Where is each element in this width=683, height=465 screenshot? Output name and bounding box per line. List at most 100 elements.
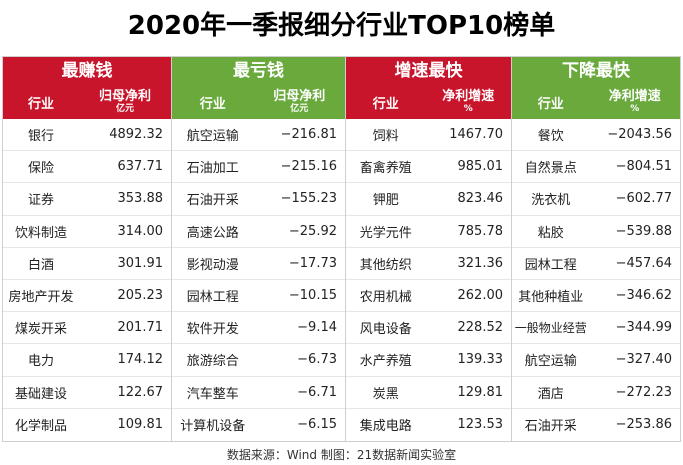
value-cell: −804.51	[615, 159, 672, 175]
col-industry-header: 行业	[372, 96, 399, 112]
industry-cell: 软件开发	[186, 322, 239, 338]
industry-cell: 证券	[27, 193, 54, 209]
table-row: 石油加工 −215.16	[172, 151, 345, 184]
table-row: 粘胶 −539.88	[512, 216, 680, 248]
value-cell: −6.71	[297, 384, 337, 400]
value-cell: 123.53	[457, 417, 504, 433]
value-cell: 785.78	[457, 223, 504, 239]
table-row: 洗衣机 −602.77	[512, 183, 680, 216]
value-cell: −17.73	[288, 255, 337, 271]
value-cell: −216.81	[280, 127, 337, 143]
value-cell: 301.91	[117, 255, 164, 271]
table-row: 影视动漫 −17.73	[172, 248, 345, 280]
industry-cell: 计算机设备	[180, 419, 246, 435]
table-row: 一般物业经营 −344.99	[512, 312, 680, 345]
table-row: 煤炭开采 201.71	[3, 312, 171, 345]
table-body: 航空运输 −216.81 石油加工 −215.16 石油开采 −155.23 高速公路 −25…	[172, 119, 345, 441]
industry-cell: 房地产开发	[8, 290, 74, 306]
section-header: 最亏钱	[172, 57, 345, 85]
industry-cell: 洗衣机	[531, 193, 571, 209]
table-row: 饲料 1467.70	[346, 119, 511, 152]
column-headers: 行业 净利增速 %	[512, 85, 680, 119]
table-row: 水产养殖 139.33	[346, 344, 511, 377]
col-unit-label: 亿元	[290, 103, 309, 114]
value-cell: 823.46	[457, 191, 504, 207]
table-row: 钾肥 823.46	[346, 183, 511, 216]
section-header: 最赚钱	[3, 57, 171, 85]
value-cell: −6.15	[297, 417, 337, 433]
col-industry-header: 行业	[199, 96, 226, 112]
industry-cell: 石油加工	[186, 161, 239, 177]
value-cell: −327.40	[615, 352, 672, 368]
table-row: 房地产开发 205.23	[3, 280, 171, 313]
table-row: 畜禽养殖 985.01	[346, 151, 511, 184]
col-metric-label: 归母净利	[273, 88, 326, 104]
table-body: 饲料 1467.70 畜禽养殖 985.01 钾肥 823.46 光学元件 785.78 其他纺…	[346, 119, 511, 441]
col-unit-label: 亿元	[115, 103, 134, 114]
table-row: 集成电路 123.53	[346, 409, 511, 441]
section-fastest-decline: 下降最快 行业 净利增速 % 餐饮 −2043.56 自然景点 −804.51 洗衣机 −…	[511, 57, 680, 441]
table-row: 炭黑 129.81	[346, 377, 511, 409]
industry-cell: 其他种植业	[518, 290, 584, 306]
value-cell: −215.16	[280, 159, 337, 175]
value-cell: −25.92	[288, 223, 337, 239]
table-row: 园林工程 −10.15	[172, 280, 345, 313]
industry-cell: 炭黑	[372, 386, 399, 402]
industry-cell: 餐饮	[537, 129, 564, 145]
value-cell: −272.23	[615, 384, 672, 400]
col-metric-header: 归母净利 亿元	[79, 85, 171, 119]
industry-cell: 旅游综合	[186, 354, 239, 370]
industry-cell: 自然景点	[524, 161, 577, 177]
industry-cell: 畜禽养殖	[359, 161, 412, 177]
industry-cell: 一般物业经营	[514, 320, 587, 335]
table-row: 石油开采 −155.23	[172, 183, 345, 216]
value-cell: −155.23	[280, 191, 337, 207]
industry-cell: 酒店	[537, 386, 564, 402]
value-cell: −10.15	[288, 288, 337, 304]
value-cell: −9.14	[297, 320, 337, 336]
section-fastest-growth: 增速最快 行业 净利增速 % 饲料 1467.70 畜禽养殖 985.01 钾肥 823.…	[345, 57, 511, 441]
table-row: 自然景点 −804.51	[512, 151, 680, 184]
table-row: 银行 4892.32	[3, 119, 171, 152]
section-most-loss: 最亏钱 行业 归母净利 亿元 航空运输 −216.81 石油加工 −215.16 石油开…	[171, 57, 345, 441]
col-unit-label: %	[630, 103, 640, 114]
col-industry-header: 行业	[27, 96, 54, 112]
table-row: 酒店 −272.23	[512, 377, 680, 409]
industry-cell: 高速公路	[186, 225, 239, 241]
value-cell: −253.86	[615, 417, 672, 433]
industry-cell: 光学元件	[359, 225, 412, 241]
table-row: 风电设备 228.52	[346, 312, 511, 345]
industry-cell: 石油开采	[524, 419, 577, 435]
industry-cell: 钾肥	[372, 193, 399, 209]
column-headers: 行业 归母净利 亿元	[3, 85, 171, 119]
industry-cell: 煤炭开采	[14, 322, 67, 338]
industry-cell: 航空运输	[186, 129, 239, 145]
table-row: 化学制品 109.81	[3, 409, 171, 441]
industry-cell: 饲料	[372, 129, 399, 145]
industry-cell: 保险	[27, 161, 54, 177]
industry-cell: 农用机械	[359, 290, 412, 306]
col-metric-header: 净利增速 %	[426, 85, 511, 119]
industry-cell: 集成电路	[359, 419, 412, 435]
value-cell: −6.73	[297, 352, 337, 368]
page-title: 2020年一季报细分行业TOP10榜单	[127, 11, 556, 41]
table-row: 计算机设备 −6.15	[172, 409, 345, 441]
industry-cell: 电力	[27, 354, 54, 370]
table-row: 园林工程 −457.64	[512, 248, 680, 280]
industry-cell: 基础建设	[14, 386, 67, 402]
table-row: 石油开采 −253.86	[512, 409, 680, 441]
col-metric-label: 净利增速	[608, 88, 661, 104]
table-row: 白酒 301.91	[3, 248, 171, 280]
table-row: 其他纺织 321.36	[346, 248, 511, 280]
table-row: 餐饮 −2043.56	[512, 119, 680, 152]
value-cell: 139.33	[457, 352, 504, 368]
column-headers: 行业 净利增速 %	[346, 85, 511, 119]
value-cell: 122.67	[117, 384, 164, 400]
table-row: 饮料制造 314.00	[3, 216, 171, 248]
industry-cell: 饮料制造	[14, 225, 67, 241]
table-row: 高速公路 −25.92	[172, 216, 345, 248]
value-cell: −539.88	[615, 223, 672, 239]
data-source-note: 数据来源：Wind 制图：21数据新闻实验室	[226, 448, 457, 462]
table-row: 保险 637.71	[3, 151, 171, 184]
industry-cell: 影视动漫	[186, 257, 239, 273]
